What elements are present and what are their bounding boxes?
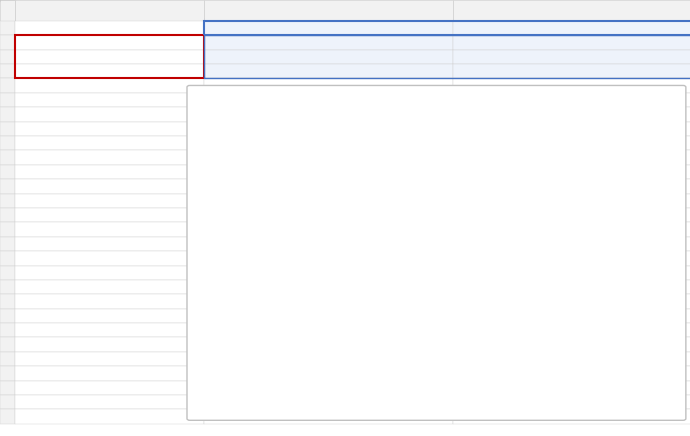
Text: Yes, inbound marketing demonstrated ROI: Yes, inbound marketing demonstrated ROI xyxy=(21,38,213,47)
Text: 21: 21 xyxy=(2,311,13,320)
Text: 40%: 40% xyxy=(678,38,690,47)
Bar xyxy=(340,259,384,380)
Text: 15: 15 xyxy=(2,225,13,234)
Text: 20: 20 xyxy=(2,297,13,306)
Text: Yes, we have a Service-Level Agreement: Yes, we have a Service-Level Agreement xyxy=(264,24,448,33)
Text: 2: 2 xyxy=(5,38,10,47)
Text: 13: 13 xyxy=(2,196,13,205)
Text: No, we do not have a Service-Level Agreement: No, we do not have a Service-Level Agree… xyxy=(484,24,690,33)
Text: 14: 14 xyxy=(2,211,13,220)
Text: 5: 5 xyxy=(5,81,10,90)
Text: 18: 18 xyxy=(2,268,13,277)
Text: C: C xyxy=(574,6,582,15)
Bar xyxy=(583,217,627,380)
Text: 11: 11 xyxy=(2,167,13,177)
Text: 9%: 9% xyxy=(554,330,569,339)
Text: 25: 25 xyxy=(2,369,13,378)
Text: 29%: 29% xyxy=(352,246,372,255)
Text: 24: 24 xyxy=(2,354,13,364)
Text: 8: 8 xyxy=(5,124,10,133)
Text: 23: 23 xyxy=(2,340,13,349)
Text: A: A xyxy=(106,6,113,15)
Text: 3: 3 xyxy=(5,52,10,61)
Text: 7: 7 xyxy=(5,110,10,119)
Text: 9%: 9% xyxy=(311,330,326,339)
Text: 22: 22 xyxy=(2,326,13,335)
Text: 9%: 9% xyxy=(683,52,690,61)
Text: 1: 1 xyxy=(5,24,10,33)
Text: 17: 17 xyxy=(2,254,13,263)
Text: 9: 9 xyxy=(5,139,10,148)
Bar xyxy=(495,213,540,380)
Text: 4: 4 xyxy=(5,67,10,76)
Text: 12: 12 xyxy=(2,182,13,191)
Text: 49%: 49% xyxy=(265,163,285,172)
Bar xyxy=(540,343,583,380)
Text: 49%: 49% xyxy=(428,38,448,47)
Text: B: B xyxy=(324,6,333,15)
Text: 6: 6 xyxy=(5,95,10,105)
Text: 39%: 39% xyxy=(595,204,615,214)
Text: 26: 26 xyxy=(2,383,13,392)
Title: Chart Title: Chart Title xyxy=(405,90,475,103)
Text: 16: 16 xyxy=(2,239,13,249)
Text: No, inbound marketing did not demonstrate ROI: No, inbound marketing did not demonstrat… xyxy=(21,52,239,61)
Text: 9%: 9% xyxy=(433,52,448,61)
Bar xyxy=(297,343,340,380)
Text: 28: 28 xyxy=(2,412,13,421)
Text: 39%: 39% xyxy=(678,67,690,76)
Polygon shape xyxy=(0,0,15,21)
Text: 27: 27 xyxy=(2,398,13,407)
Text: 29%: 29% xyxy=(428,67,448,76)
Text: 10: 10 xyxy=(2,153,13,162)
Text: 19: 19 xyxy=(2,283,13,292)
Text: Could not or did not calculate ROI: Could not or did not calculate ROI xyxy=(21,67,174,76)
Text: 40%: 40% xyxy=(508,201,528,209)
Bar xyxy=(253,175,297,380)
